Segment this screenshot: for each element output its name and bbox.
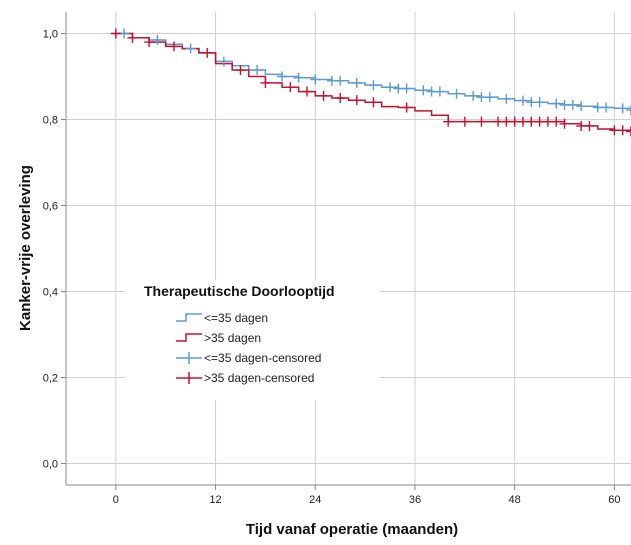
censor-mark-le35 — [152, 34, 163, 45]
censor-mark-le35 — [484, 92, 495, 103]
x-ticks: 0 12 24 36 48 60 — [113, 485, 621, 506]
axes — [65, 12, 631, 486]
censor-mark-gt35 — [335, 93, 346, 103]
legend-entries: <=35 dagen >35 dagen <=35 dagen-censored >3… — [176, 311, 321, 385]
censor-mark-le35 — [451, 88, 462, 99]
y-ticks: 0,0 0,2 0,4 0,6 0,8 1,0 — [43, 29, 66, 471]
censor-mark-le35 — [385, 82, 396, 93]
y-tick-label: 1,0 — [43, 29, 58, 41]
censor-mark-le35 — [576, 101, 587, 112]
x-axis-title: Tijd vanaf operatie (maanden) — [246, 521, 458, 538]
censor-mark-gt35 — [169, 41, 180, 52]
legend-background — [125, 280, 380, 400]
censor-mark-le35 — [185, 43, 196, 54]
censor-mark-gt35 — [202, 47, 213, 58]
censor-mark-le35 — [335, 75, 346, 86]
legend-entry-label: >35 dagen-censored — [204, 371, 314, 385]
y-tick-label: 0,4 — [43, 287, 58, 299]
censor-marks — [110, 28, 631, 137]
legend-entry-label: <=35 dagen-censored — [204, 351, 321, 365]
censor-mark-gt35 — [551, 116, 562, 127]
y-axis-title: Kanker-vrije overleving — [17, 165, 34, 331]
legend: Therapeutische Doorlooptijd <=35 dagen >3… — [125, 280, 380, 400]
censor-mark-gt35 — [235, 65, 246, 76]
legend-title: Therapeutische Doorlooptijd — [144, 283, 335, 299]
censor-mark-gt35 — [144, 37, 155, 48]
legend-entry-label: >35 dagen — [204, 331, 261, 345]
y-tick-label: 0,6 — [43, 201, 58, 213]
censor-mark-le35 — [468, 90, 479, 101]
y-tick-label: 0,0 — [43, 459, 58, 471]
censor-mark-gt35 — [285, 82, 296, 93]
censor-mark-gt35 — [617, 125, 628, 136]
censor-mark-le35 — [501, 93, 512, 104]
x-tick-label: 48 — [509, 494, 521, 506]
legend-entry-label: <=35 dagen — [204, 311, 268, 325]
censor-mark-gt35 — [351, 95, 362, 106]
censor-mark-le35 — [626, 105, 631, 116]
censor-mark-le35 — [601, 102, 612, 113]
censor-mark-gt35 — [584, 120, 595, 131]
censor-mark-le35 — [567, 99, 578, 110]
censor-mark-le35 — [310, 74, 321, 85]
censor-mark-le35 — [617, 103, 628, 114]
censor-mark-gt35 — [401, 102, 412, 113]
censor-mark-le35 — [418, 85, 429, 96]
censor-mark-le35 — [401, 83, 412, 94]
x-tick-label: 24 — [309, 494, 321, 506]
legend-swatch — [176, 313, 202, 322]
censor-mark-le35 — [534, 97, 545, 108]
censor-mark-gt35 — [260, 77, 271, 88]
censor-mark-gt35 — [127, 32, 138, 43]
censor-mark-le35 — [293, 72, 304, 83]
censor-mark-le35 — [517, 95, 528, 106]
censor-mark-gt35 — [301, 86, 312, 97]
censor-mark-le35 — [368, 80, 379, 91]
x-tick-label: 36 — [409, 494, 421, 506]
censor-mark-gt35 — [368, 97, 379, 108]
censor-mark-gt35 — [459, 116, 470, 127]
y-tick-label: 0,2 — [43, 373, 58, 385]
legend-swatch — [176, 352, 202, 364]
legend-swatch — [176, 372, 202, 384]
censor-mark-le35 — [252, 65, 263, 76]
x-tick-label: 0 — [113, 494, 119, 506]
censor-mark-gt35 — [110, 28, 121, 39]
censor-mark-gt35 — [559, 118, 570, 129]
censor-mark-gt35 — [626, 126, 631, 137]
censor-mark-gt35 — [476, 116, 487, 127]
censor-mark-le35 — [351, 77, 362, 88]
y-tick-label: 0,8 — [43, 115, 58, 127]
censor-mark-le35 — [551, 98, 562, 109]
censor-mark-le35 — [434, 86, 445, 97]
x-tick-label: 12 — [209, 494, 221, 506]
censor-mark-gt35 — [443, 116, 454, 127]
censor-mark-gt35 — [318, 90, 329, 101]
censor-mark-le35 — [218, 56, 229, 67]
plot-background — [66, 12, 631, 485]
censor-mark-le35 — [277, 71, 288, 82]
x-tick-label: 60 — [608, 494, 620, 506]
legend-swatch — [176, 333, 202, 342]
